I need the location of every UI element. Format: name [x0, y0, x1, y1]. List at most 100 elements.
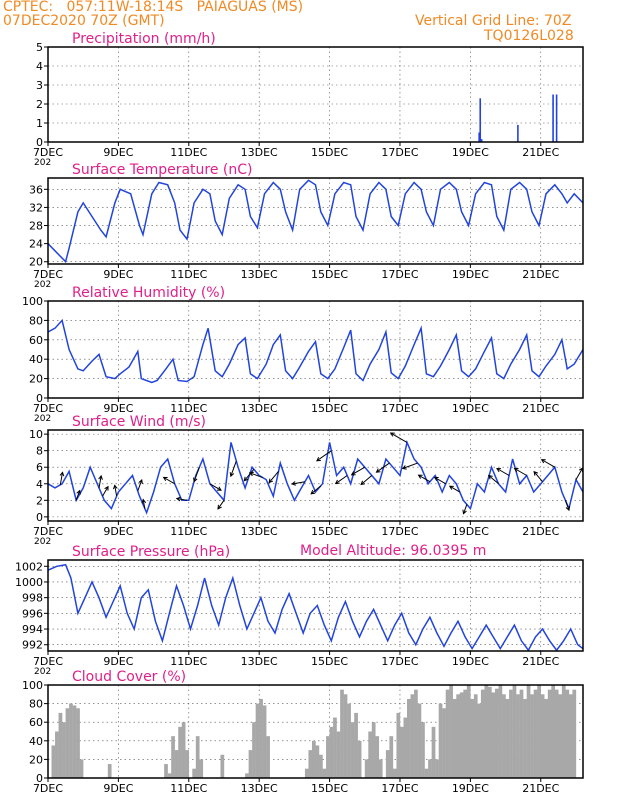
- precip-bar: [480, 139, 483, 142]
- cloud-cover-bar: [315, 745, 320, 778]
- y-tick-label: 20: [29, 256, 43, 269]
- cloud-cover-bar: [442, 708, 446, 778]
- x-tick-label: 17DEC: [381, 268, 418, 281]
- wind-arrow: [217, 500, 225, 510]
- wind-arrow-head: [565, 506, 571, 512]
- wind-arrow-head: [76, 489, 81, 495]
- wind-arrow: [316, 450, 332, 462]
- cloud-cover-bar: [484, 685, 489, 778]
- cloud-cover-bar: [357, 740, 362, 778]
- rh-frame: [47, 300, 584, 399]
- wind-arrow: [310, 485, 322, 495]
- wind-arrow: [463, 504, 468, 514]
- wind-arrow: [98, 475, 102, 488]
- cloud-cover-bar: [445, 689, 450, 778]
- cloud-cover-bar: [428, 759, 432, 778]
- cloud-cover-bar: [347, 703, 351, 778]
- x-tick-label: 15DEC: [311, 146, 348, 159]
- wind-arrow: [209, 483, 222, 491]
- x-tick-label: 7DEC: [33, 402, 63, 415]
- x-tick-label: 17DEC: [381, 525, 418, 538]
- x-tick-label: 9DEC: [103, 146, 133, 159]
- rh-series-line: [47, 318, 584, 384]
- wind-arrow-head: [360, 480, 366, 486]
- cloud-cover-bar: [537, 685, 541, 778]
- wind-arrow-head: [104, 485, 109, 491]
- cloud-title: Cloud Cover (%): [72, 669, 186, 685]
- wind-arrow: [249, 472, 263, 479]
- y-tick-label: 2: [36, 98, 43, 111]
- cloud-cover-bar: [107, 764, 112, 778]
- cloud-cover-bar: [421, 722, 425, 778]
- cloud-cover-bar: [456, 694, 461, 778]
- cloud-cover-bar: [565, 689, 570, 778]
- cloud-cover-bar: [195, 736, 200, 778]
- wind-arrow: [230, 460, 237, 477]
- cloud-cover-bar: [375, 736, 380, 778]
- y-tick-label: 40: [29, 353, 43, 366]
- wind-arrow: [176, 498, 188, 501]
- cloud-cover-bar: [547, 689, 552, 778]
- precip-frame: [47, 46, 584, 143]
- cloud-cover-bar: [55, 731, 59, 778]
- cloud-cover-bar: [58, 712, 63, 778]
- y-tick-label: 8: [36, 445, 43, 458]
- wind-arrow-head: [316, 456, 321, 462]
- cloud-cover-bar: [407, 698, 411, 778]
- cloud-cover-bar: [171, 736, 175, 778]
- y-tick-label: 0: [36, 392, 43, 405]
- cloud-cover-bar: [174, 750, 179, 778]
- wind-arrow: [137, 479, 143, 492]
- wind-arrow: [335, 475, 348, 484]
- cloud-cover-bar: [266, 736, 270, 778]
- station-title: CPTEC: 057:11W-18:14S PAIAGUAS (MS): [3, 0, 304, 15]
- wind-arrow-head: [162, 476, 168, 482]
- cloud-cover-bar: [329, 726, 334, 778]
- y-tick-label: 994: [22, 623, 43, 636]
- wind-frame: [47, 429, 584, 522]
- wind-arrow-head: [401, 465, 407, 470]
- cloud-cover-bar: [51, 745, 56, 778]
- pressure-frame: [47, 559, 584, 652]
- y-tick-label: 100: [22, 679, 43, 692]
- cloud-cover-bar: [389, 736, 394, 778]
- wind-arrow: [142, 499, 146, 509]
- wind-arrow: [533, 471, 543, 483]
- precip-bar: [517, 124, 519, 142]
- wind-arrow: [268, 471, 279, 483]
- y-tick-label: 32: [29, 201, 43, 214]
- x-tick-label: 9DEC: [103, 268, 133, 281]
- y-tick-label: 24: [29, 238, 43, 251]
- wind-arrow-head: [448, 485, 454, 490]
- wind-arrow: [351, 466, 366, 476]
- wind-arrow-head: [496, 467, 501, 473]
- cloud-cover-bar: [568, 694, 573, 778]
- cloud-cover-bar: [336, 731, 341, 778]
- x-tick-label: 17DEC: [381, 782, 418, 795]
- wind-arrow-head: [513, 467, 519, 473]
- wind-arrow: [59, 472, 64, 485]
- wind-arrow-head: [59, 471, 65, 477]
- wind-arrow-head: [462, 509, 467, 515]
- precip-bar: [478, 132, 480, 142]
- cloud-cover-bar: [512, 685, 517, 778]
- x-tick-label: 11DEC: [170, 525, 207, 538]
- temp-series-line: [47, 179, 584, 264]
- wind-title: Surface Wind (m/s): [72, 414, 206, 430]
- cloud-cover-bar: [311, 740, 316, 778]
- x-tick-label: 19DEC: [452, 525, 489, 538]
- pressure-title: Surface Pressure (hPa): [72, 544, 230, 560]
- x-tick-label: 11DEC: [170, 268, 207, 281]
- precip-title: Precipitation (mm/h): [72, 31, 216, 47]
- cloud-cover-bar: [487, 686, 492, 778]
- y-tick-label: 80: [29, 698, 43, 711]
- cloud-cover-bar: [516, 694, 520, 778]
- cloud-cover-bar: [431, 726, 436, 778]
- x-tick-label: 17DEC: [381, 402, 418, 415]
- cloud-cover-bar: [403, 717, 408, 778]
- x-tick-label: 19DEC: [452, 782, 489, 795]
- x-tick-label: 19DEC: [452, 655, 489, 668]
- wind-arrow: [360, 475, 373, 485]
- x-tick-label: 17DEC: [381, 655, 418, 668]
- y-tick-label: 2: [36, 494, 43, 507]
